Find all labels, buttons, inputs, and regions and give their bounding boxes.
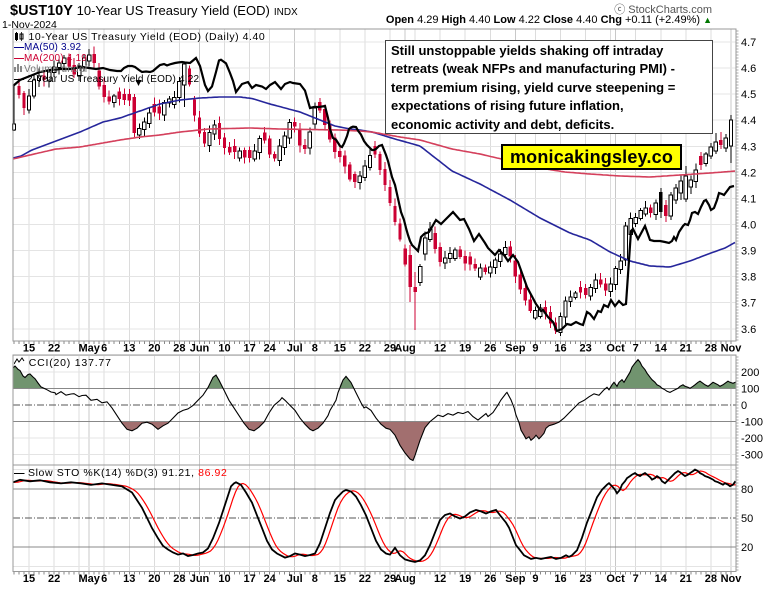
- svg-text:10: 10: [218, 573, 230, 585]
- svg-text:23: 23: [579, 343, 591, 355]
- svg-text:14: 14: [655, 343, 668, 355]
- svg-text:9: 9: [532, 573, 538, 585]
- svg-text:-200: -200: [741, 433, 763, 445]
- svg-text:10: 10: [218, 343, 230, 355]
- svg-text:Aug: Aug: [394, 573, 415, 585]
- svg-text:7: 7: [633, 573, 639, 585]
- svg-text:4.0: 4.0: [741, 220, 756, 232]
- svg-text:4.2: 4.2: [741, 167, 756, 179]
- svg-text:0: 0: [741, 400, 747, 412]
- svg-text:20: 20: [148, 343, 160, 355]
- svg-text:Jun: Jun: [190, 343, 210, 355]
- svg-text:22: 22: [48, 573, 60, 585]
- svg-text:20: 20: [148, 573, 160, 585]
- svg-text:23: 23: [579, 573, 591, 585]
- svg-text:4.4: 4.4: [741, 115, 756, 127]
- svg-text:3.7: 3.7: [741, 298, 756, 310]
- svg-text:22: 22: [359, 343, 371, 355]
- svg-text:3.6: 3.6: [741, 324, 756, 336]
- svg-text:Aug: Aug: [394, 343, 415, 355]
- svg-text:4.7: 4.7: [741, 37, 756, 49]
- svg-text:-100: -100: [741, 417, 763, 429]
- svg-text:Jun: Jun: [190, 573, 210, 585]
- svg-text:Jul: Jul: [287, 573, 303, 585]
- svg-text:4.5: 4.5: [741, 89, 756, 101]
- svg-text:26: 26: [484, 573, 496, 585]
- svg-text:Oct: Oct: [606, 573, 625, 585]
- svg-text:4.3: 4.3: [741, 141, 756, 153]
- svg-text:8: 8: [312, 343, 318, 355]
- svg-text:24: 24: [264, 573, 277, 585]
- svg-text:100: 100: [741, 384, 759, 396]
- svg-text:12: 12: [434, 343, 446, 355]
- svg-text:15: 15: [23, 343, 35, 355]
- svg-text:15: 15: [23, 573, 35, 585]
- svg-text:4.1: 4.1: [741, 193, 756, 205]
- svg-text:21: 21: [680, 343, 692, 355]
- svg-text:15: 15: [334, 573, 346, 585]
- svg-text:29: 29: [384, 573, 396, 585]
- svg-text:28: 28: [705, 343, 717, 355]
- svg-text:6: 6: [101, 573, 107, 585]
- svg-text:Oct: Oct: [606, 343, 625, 355]
- svg-text:13: 13: [123, 343, 135, 355]
- svg-text:13: 13: [123, 573, 135, 585]
- svg-text:3.8: 3.8: [741, 272, 756, 284]
- svg-text:28: 28: [705, 573, 717, 585]
- svg-text:16: 16: [554, 573, 566, 585]
- svg-text:8: 8: [312, 573, 318, 585]
- svg-text:19: 19: [459, 343, 471, 355]
- svg-text:50: 50: [741, 513, 753, 525]
- svg-text:May: May: [78, 573, 100, 585]
- svg-text:29: 29: [384, 343, 396, 355]
- svg-text:17: 17: [243, 343, 255, 355]
- svg-text:22: 22: [359, 573, 371, 585]
- svg-text:24: 24: [264, 343, 277, 355]
- svg-text:Sep: Sep: [505, 573, 525, 585]
- svg-text:80: 80: [741, 484, 753, 496]
- svg-text:17: 17: [243, 573, 255, 585]
- svg-text:16: 16: [554, 343, 566, 355]
- svg-text:15: 15: [334, 343, 346, 355]
- svg-text:28: 28: [173, 343, 185, 355]
- svg-text:12: 12: [434, 573, 446, 585]
- svg-text:Nov: Nov: [721, 343, 743, 355]
- svg-text:19: 19: [459, 573, 471, 585]
- svg-text:9: 9: [532, 343, 538, 355]
- svg-text:7: 7: [633, 343, 639, 355]
- svg-text:May: May: [78, 343, 100, 355]
- svg-text:14: 14: [655, 573, 668, 585]
- svg-text:22: 22: [48, 343, 60, 355]
- svg-text:26: 26: [484, 343, 496, 355]
- svg-text:20: 20: [741, 542, 753, 554]
- svg-text:-300: -300: [741, 450, 763, 462]
- svg-text:Jul: Jul: [287, 343, 303, 355]
- svg-text:Nov: Nov: [721, 573, 743, 585]
- svg-text:3.9: 3.9: [741, 246, 756, 258]
- svg-text:4.6: 4.6: [741, 63, 756, 75]
- svg-text:200: 200: [741, 367, 759, 379]
- svg-text:6: 6: [101, 343, 107, 355]
- svg-text:Sep: Sep: [505, 343, 525, 355]
- svg-text:28: 28: [173, 573, 185, 585]
- svg-text:21: 21: [680, 573, 692, 585]
